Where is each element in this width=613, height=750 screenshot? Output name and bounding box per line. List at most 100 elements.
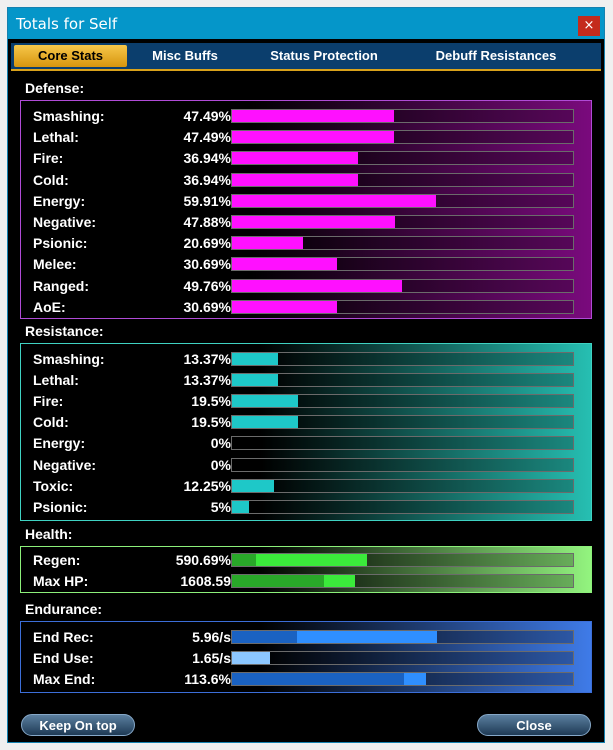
stat-bar-fill: [232, 237, 303, 250]
stat-row: End Rec: 5.96/s: [21, 627, 591, 648]
stat-value: 5%: [210, 498, 231, 515]
stat-row: Cold: 36.94%: [21, 170, 591, 191]
stat-row: Fire: 19.5%: [21, 391, 591, 412]
stat-bar: [231, 499, 574, 514]
stat-bar-fill: [232, 416, 299, 429]
window-title: Totals for Self: [16, 15, 118, 33]
stat-row: Max End: 113.6%: [21, 669, 591, 690]
stat-bar: [231, 478, 574, 493]
stat-row: Psionic: 20.69%: [21, 233, 591, 254]
stat-bar: [231, 553, 574, 567]
stat-value: 30.69%: [183, 256, 231, 273]
close-icon[interactable]: ×: [578, 16, 600, 36]
tab-core-stats[interactable]: Core Stats: [14, 45, 127, 67]
stat-value: 13.37%: [183, 372, 231, 389]
stat-bar-fill: [232, 395, 299, 408]
stat-value: 19.5%: [191, 414, 231, 431]
stat-name: Toxic:: [33, 477, 74, 494]
stat-bar-fill: [255, 554, 367, 566]
stat-name: Psionic:: [33, 498, 88, 515]
stat-row: Psionic: 5%: [21, 497, 591, 518]
keep-on-top-button[interactable]: Keep On top: [21, 714, 135, 736]
stat-bar: [231, 130, 574, 145]
totals-window: Totals for Self × Core Stats Misc Buffs …: [7, 7, 605, 743]
tab-bar: Core Stats Misc Buffs Status Protection …: [11, 43, 601, 71]
stat-name: Max HP:: [33, 573, 89, 589]
close-button[interactable]: Close: [477, 714, 591, 736]
stat-value: 5.96/s: [192, 629, 231, 645]
stat-value: 49.76%: [183, 277, 231, 294]
stat-row: Cold: 19.5%: [21, 412, 591, 433]
stat-bar: [231, 373, 574, 388]
stat-value: 20.69%: [183, 235, 231, 252]
tab-misc-buffs[interactable]: Misc Buffs: [152, 48, 218, 63]
stat-bar: [231, 457, 574, 472]
stat-row: Negative: 0%: [21, 455, 591, 476]
stat-bar-fill: [232, 131, 394, 144]
stat-name: Negative:: [33, 214, 97, 230]
stat-bar-fill: [232, 173, 358, 186]
stat-bar-fill: [232, 300, 337, 313]
stat-value: 59.91%: [183, 192, 231, 209]
stat-value: 590.69%: [175, 552, 231, 568]
stat-value: 30.69%: [183, 298, 231, 315]
stat-name: Fire:: [33, 150, 64, 167]
stat-bar: [231, 215, 574, 229]
endurance-panel: End Rec: 5.96/s End Use: 1.65/s Max End: 113.…: [20, 621, 592, 693]
stat-value: 19.5%: [191, 393, 231, 410]
stat-name: Melee:: [33, 256, 77, 273]
stat-bar: [231, 415, 574, 430]
stat-bar-base: [232, 673, 405, 686]
stat-name: Energy:: [33, 192, 86, 209]
stat-bar-base: [232, 631, 297, 643]
resistance-panel: Smashing: 13.37% Lethal: 13.37% Fire: 19.5% Co…: [20, 343, 592, 521]
stat-row: Max HP: 1608.59: [21, 571, 591, 592]
resistance-label: Resistance:: [25, 323, 104, 339]
stat-bar-fill: [232, 652, 270, 665]
tab-status-protection[interactable]: Status Protection: [270, 48, 378, 63]
stat-name: Ranged:: [33, 277, 89, 294]
tab-debuff-resistances[interactable]: Debuff Resistances: [435, 48, 557, 63]
stat-name: Cold:: [33, 414, 69, 431]
stat-bar: [231, 630, 574, 644]
stat-bar-fill: [404, 673, 427, 686]
stat-name: Lethal:: [33, 372, 79, 389]
stat-value: 47.49%: [183, 129, 231, 146]
stat-name: Smashing:: [33, 351, 105, 367]
stat-bar: [231, 352, 574, 366]
stat-value: 13.37%: [183, 351, 231, 367]
stat-name: Regen:: [33, 552, 81, 568]
stat-bar-fill: [232, 479, 274, 492]
stat-name: Energy:: [33, 435, 86, 452]
stat-row: Lethal: 47.49%: [21, 127, 591, 148]
stat-value: 47.88%: [183, 214, 231, 230]
defense-label: Defense:: [25, 80, 85, 96]
stat-row: Smashing: 47.49%: [21, 106, 591, 127]
stat-row: Lethal: 13.37%: [21, 370, 591, 391]
stat-bar-fill: [232, 110, 394, 122]
stat-value: 36.94%: [183, 150, 231, 167]
stat-bar-fill: [232, 152, 358, 165]
stat-bar-fill: [232, 353, 278, 365]
stat-bar: [231, 436, 574, 451]
stat-name: End Use:: [33, 650, 94, 667]
title-bar[interactable]: Totals for Self ×: [8, 8, 604, 39]
stat-bar: [231, 257, 574, 272]
stat-row: Regen: 590.69%: [21, 550, 591, 571]
stat-value: 12.25%: [183, 477, 231, 494]
stat-bar-base: [232, 575, 325, 587]
stat-name: AoE:: [33, 298, 66, 315]
stat-row: Energy: 0%: [21, 433, 591, 454]
stat-value: 113.6%: [184, 671, 231, 688]
stat-name: Fire:: [33, 393, 64, 410]
stat-bar: [231, 299, 574, 314]
stat-row: Negative: 47.88%: [21, 212, 591, 233]
stat-row: AoE: 30.69%: [21, 297, 591, 318]
stat-name: Lethal:: [33, 129, 79, 146]
stat-name: End Rec:: [33, 629, 94, 645]
stat-row: Toxic: 12.25%: [21, 476, 591, 497]
stat-bar-fill: [232, 374, 278, 387]
stat-value: 47.49%: [183, 108, 231, 124]
stat-name: Psionic:: [33, 235, 88, 252]
stat-value: 36.94%: [183, 171, 231, 188]
